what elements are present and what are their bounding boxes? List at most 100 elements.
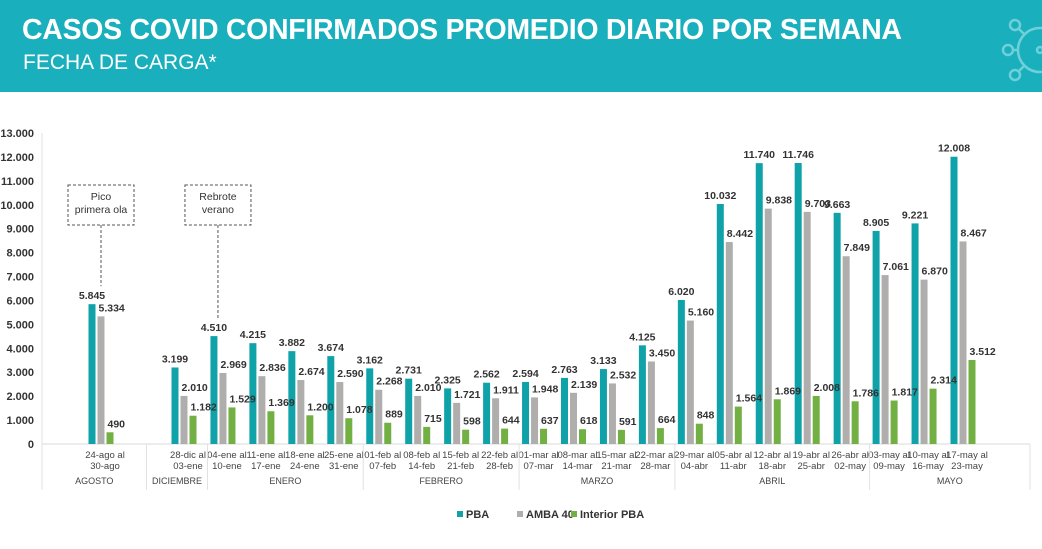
annotation-text: verano	[202, 204, 234, 216]
data-label: 6.020	[668, 286, 694, 298]
x-tick-label: 18-abr	[759, 461, 786, 472]
data-label: 11.740	[743, 149, 775, 161]
page-subtitle: FECHA DE CARGA*	[23, 51, 217, 74]
bar-pba	[327, 356, 335, 444]
x-tick-label: 22-feb al	[481, 450, 518, 461]
month-label: MARZO	[581, 476, 614, 486]
bar-pba	[872, 230, 880, 444]
data-label: 2.532	[610, 369, 636, 381]
bar-amba-40	[686, 320, 694, 444]
data-label: 1.200	[307, 401, 333, 413]
y-tick-label: 5.000	[6, 319, 34, 331]
data-label: 3.450	[649, 347, 675, 359]
x-tick-label: 29-mar al	[674, 450, 714, 461]
month-label: FEBRERO	[419, 476, 463, 486]
data-label: 9.663	[824, 199, 850, 211]
data-label: 4.125	[629, 331, 655, 343]
data-label: 1.721	[454, 389, 480, 401]
x-tick-label: 24-ago al	[85, 450, 125, 461]
bar-pba	[716, 204, 724, 444]
data-label: 2.010	[415, 382, 441, 394]
data-label: 2.268	[376, 376, 402, 388]
data-label: 490	[108, 418, 126, 430]
x-tick-label: 08-mar al	[557, 450, 597, 461]
bar-amba-40	[531, 397, 539, 444]
bar-pba	[444, 388, 452, 444]
bar-interior-pba	[345, 418, 353, 444]
bar-pba	[833, 212, 841, 444]
data-label: 1.786	[853, 387, 879, 399]
y-tick-label: 8.000	[6, 248, 34, 260]
data-label: 5.334	[99, 302, 125, 314]
bar-amba-40	[920, 279, 928, 444]
data-label: 10.032	[704, 190, 736, 202]
bar-amba-40	[803, 211, 811, 444]
x-tick-label: 25-abr	[797, 461, 824, 472]
data-label: 2.969	[220, 359, 246, 371]
bar-pba	[405, 378, 413, 444]
bar-amba-40	[180, 395, 188, 444]
x-tick-label: 03-may al	[868, 450, 910, 461]
bar-pba	[171, 367, 179, 444]
data-label: 1.817	[892, 387, 918, 399]
data-label: 8.467	[961, 227, 987, 239]
bar-interior-pba	[540, 428, 548, 444]
bar-pba	[755, 163, 763, 444]
data-label: 11.746	[782, 149, 814, 161]
bar-amba-40	[375, 389, 383, 444]
bar-amba-40	[297, 380, 305, 444]
x-tick-label: 10-may al	[907, 450, 949, 461]
bar-interior-pba	[462, 429, 470, 444]
bar-interior-pba	[656, 428, 664, 444]
bar-interior-pba	[734, 406, 742, 444]
annotation-text: Rebrote	[199, 191, 237, 203]
bar-amba-40	[453, 402, 461, 444]
month-label: MAYO	[937, 476, 963, 486]
x-tick-label: 26-abr al	[831, 450, 869, 461]
legend-label: PBA	[466, 509, 489, 521]
month-label: ENERO	[269, 476, 301, 486]
x-tick-label: 01-feb al	[364, 450, 401, 461]
x-tick-label: 11-ene al	[246, 450, 285, 461]
x-tick-label: 14-mar	[562, 461, 592, 472]
data-label: 1.869	[775, 385, 801, 397]
bar-chart: 0 1.000 2.000 3.000 4.000 5.000 6.000 7.000 8.00…	[0, 128, 1031, 521]
x-tick-label: 24-ene	[290, 461, 320, 472]
x-tick-label: 17-may al	[946, 450, 988, 461]
bar-interior-pba	[228, 407, 236, 444]
bar-interior-pba	[929, 388, 937, 444]
bar-amba-40	[570, 392, 577, 444]
bar-interior-pba	[968, 359, 976, 444]
data-label: 618	[580, 415, 598, 427]
bar-pba	[249, 343, 257, 444]
data-label: 715	[424, 413, 442, 425]
x-tick-label: 15-feb al	[442, 450, 479, 461]
month-label: AGOSTO	[75, 476, 113, 486]
data-label: 2.674	[298, 366, 324, 378]
bar-interior-pba	[306, 415, 314, 444]
data-label: 1.948	[532, 383, 558, 395]
bar-interior-pba	[890, 400, 898, 444]
data-label: 644	[502, 415, 520, 427]
data-label: 2.763	[551, 364, 577, 376]
data-label: 848	[697, 410, 715, 422]
y-tick-label: 10.000	[0, 200, 34, 212]
annotation-box	[67, 184, 135, 226]
y-tick-label: 0	[28, 439, 34, 451]
bar-pba	[522, 381, 530, 444]
y-tick-label: 9.000	[6, 224, 34, 236]
x-tick-label: 04-abr	[681, 461, 708, 472]
x-tick-label: 28-mar	[640, 461, 670, 472]
bar-pba	[950, 156, 958, 444]
bar-amba-40	[764, 208, 772, 444]
bar-interior-pba	[617, 429, 625, 444]
x-tick-label: 15-mar al	[596, 450, 636, 461]
x-tick-label: 04-ene al	[207, 450, 247, 461]
data-label: 2.008	[814, 382, 840, 394]
bar-pba	[794, 162, 802, 444]
x-tick-label: 21-mar	[601, 461, 631, 472]
x-tick-label: 07-feb	[369, 461, 396, 472]
data-label: 9.838	[766, 195, 792, 207]
bar-pba	[210, 336, 218, 444]
data-label: 5.160	[688, 307, 714, 319]
